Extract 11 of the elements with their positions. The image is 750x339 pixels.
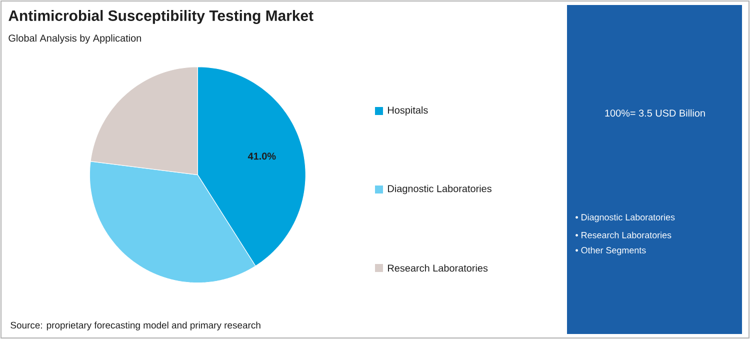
- legend-label: Diagnostic Laboratories: [388, 184, 492, 194]
- data-label: 41.0%: [248, 152, 276, 160]
- source-note: Source: proprietary forecasting model and primary research: [10, 322, 260, 330]
- chart-title: Antimicrobial Susceptibility Testing Market: [8, 10, 314, 24]
- legend-label: Hospitals: [388, 106, 428, 116]
- text: • Other Segments: [576, 246, 646, 256]
- text: 100%= 3.5 USD Billion: [605, 109, 705, 117]
- text: • Diagnostic Laboratories: [576, 214, 675, 222]
- chart-subtitle: Global Analysis by Application: [8, 34, 141, 44]
- text: • Research Laboratories: [576, 232, 672, 238]
- legend-label: Research Laboratories: [388, 264, 488, 272]
